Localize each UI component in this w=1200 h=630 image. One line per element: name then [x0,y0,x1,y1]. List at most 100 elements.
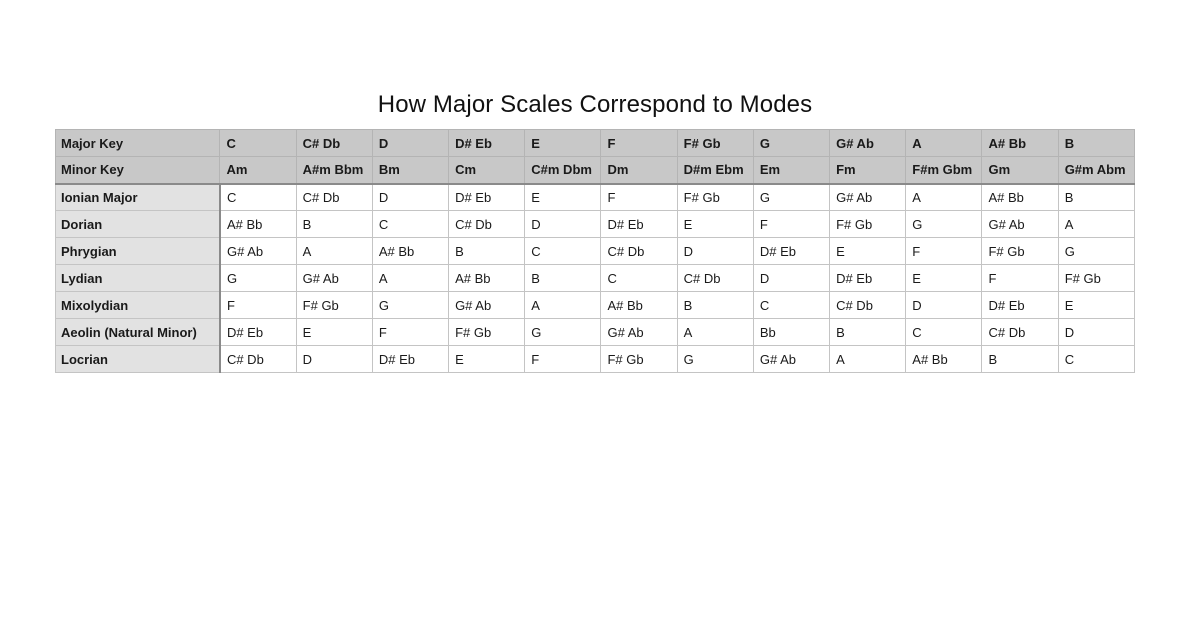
header-cell: Cm [448,156,526,185]
table-cell: C [219,183,297,211]
table-cell: F [219,291,297,319]
mode-label: Dorian [54,210,221,238]
table-cell: D [295,345,373,373]
table-cell: C [752,291,831,319]
mode-label: Ionian Major [54,183,221,211]
table-cell: E [1057,291,1136,319]
table-cell: A# Bb [219,210,297,238]
mode-label: Aeolin (Natural Minor) [54,318,221,346]
table-cell: F# Gb [600,345,678,373]
table-cell: C [1057,345,1136,373]
page-title: How Major Scales Correspond to Modes [377,91,813,118]
header-cell: Em [752,156,831,185]
table-cell: E [829,237,907,265]
table-cell: C# Db [829,291,907,319]
table-cell: F# Gb [829,210,907,238]
header-cell: F# Gb [676,129,754,157]
header-cell: C#m Dbm [524,156,602,185]
table-cell: B [981,345,1059,373]
table-cell: F [600,183,678,211]
table-cell: C# Db [448,210,526,238]
table-row: Mixolydian F F# Gb G G# Ab A A# Bb B C C# Db D D# E… [54,291,1136,319]
header-cell: Dm [600,156,678,185]
table-cell: A [829,345,907,373]
table-cell: G [752,183,831,211]
table-cell: F [981,264,1059,292]
table-cell: A [295,237,373,265]
table-row: Phrygian G# Ab A A# Bb B C C# Db D D# Eb E F F# Gb G [54,237,1136,265]
table-header-row: Minor Key Am A#m Bbm Bm Cm C#m Dbm Dm D#m Ebm Em… [54,156,1136,185]
table-cell: G# Ab [295,264,373,292]
mode-label: Locrian [54,345,221,373]
table-cell: C# Db [676,264,754,292]
table-row: Locrian C# Db D D# Eb E F F# Gb G G# Ab A A# Bb B C [54,345,1136,373]
table-cell: G# Ab [752,345,831,373]
table-cell: G [676,345,754,373]
table-cell: F# Gb [448,318,526,346]
table-cell: D [905,291,983,319]
table-cell: B [448,237,526,265]
header-cell: D [371,129,450,157]
table-row: Aeolin (Natural Minor) D# Eb E F F# Gb G G# Ab… [54,318,1136,346]
header-cell: A# Bb [981,129,1059,157]
table-cell: A# Bb [600,291,678,319]
mode-label: Phrygian [54,237,221,265]
table-cell: G [1057,237,1136,265]
table-cell: C# Db [600,237,678,265]
header-cell: F#m Gbm [905,156,983,185]
header-cell: Fm [829,156,907,185]
header-cell: F [600,129,678,157]
header-cell: G#m Abm [1057,156,1136,185]
table-cell: C [371,210,450,238]
table-row: Ionian Major C C# Db D D# Eb E F F# Gb G G# Ab A A#… [54,183,1136,211]
header-cell: Am [219,156,297,185]
header-cell: D# Eb [448,129,526,157]
table-cell: B [295,210,373,238]
table-cell: G# Ab [981,210,1059,238]
header-cell: A#m Bbm [295,156,373,185]
table-cell: F [524,345,602,373]
table-cell: G [905,210,983,238]
table-cell: A [676,318,754,346]
table-cell: D [676,237,754,265]
table-cell: A# Bb [371,237,450,265]
table-cell: F# Gb [1057,264,1136,292]
header-cell: A [905,129,983,157]
table-cell: G# Ab [448,291,526,319]
table-cell: D# Eb [371,345,450,373]
table-cell: Bb [752,318,831,346]
table-header-row: Major Key C C# Db D D# Eb E F F# Gb G G# Ab A A# Bb… [54,129,1136,157]
table-row: Dorian A# Bb B C C# Db D D# Eb E F F# Gb G G# Ab A [54,210,1136,238]
table-cell: A# Bb [905,345,983,373]
table-cell: E [676,210,754,238]
table-cell: F [905,237,983,265]
header-cell: G [752,129,831,157]
table-cell: G# Ab [829,183,907,211]
table-cell: A [1057,210,1136,238]
mode-label: Lydian [54,264,221,292]
table-cell: C# Db [981,318,1059,346]
table-row: Lydian G G# Ab A A# Bb B C C# Db D D# Eb E F F# Gb [54,264,1136,292]
table-cell: A [371,264,450,292]
table-cell: E [448,345,526,373]
header-cell: G# Ab [829,129,907,157]
table-cell: C# Db [219,345,297,373]
table-cell: G# Ab [600,318,678,346]
table-cell: D# Eb [219,318,297,346]
table-cell: G# Ab [219,237,297,265]
table-cell: G [219,264,297,292]
table-cell: D# Eb [829,264,907,292]
table-cell: D# Eb [448,183,526,211]
header-cell: Gm [981,156,1059,185]
table-cell: E [524,183,602,211]
table-cell: B [1057,183,1136,211]
table-cell: D [524,210,602,238]
table-cell: C# Db [295,183,373,211]
header-cell: D#m Ebm [676,156,754,185]
header-cell: C# Db [295,129,373,157]
table-cell: A [524,291,602,319]
table-cell: A# Bb [448,264,526,292]
table-cell: D# Eb [981,291,1059,319]
table-cell: D# Eb [752,237,831,265]
table-cell: B [676,291,754,319]
